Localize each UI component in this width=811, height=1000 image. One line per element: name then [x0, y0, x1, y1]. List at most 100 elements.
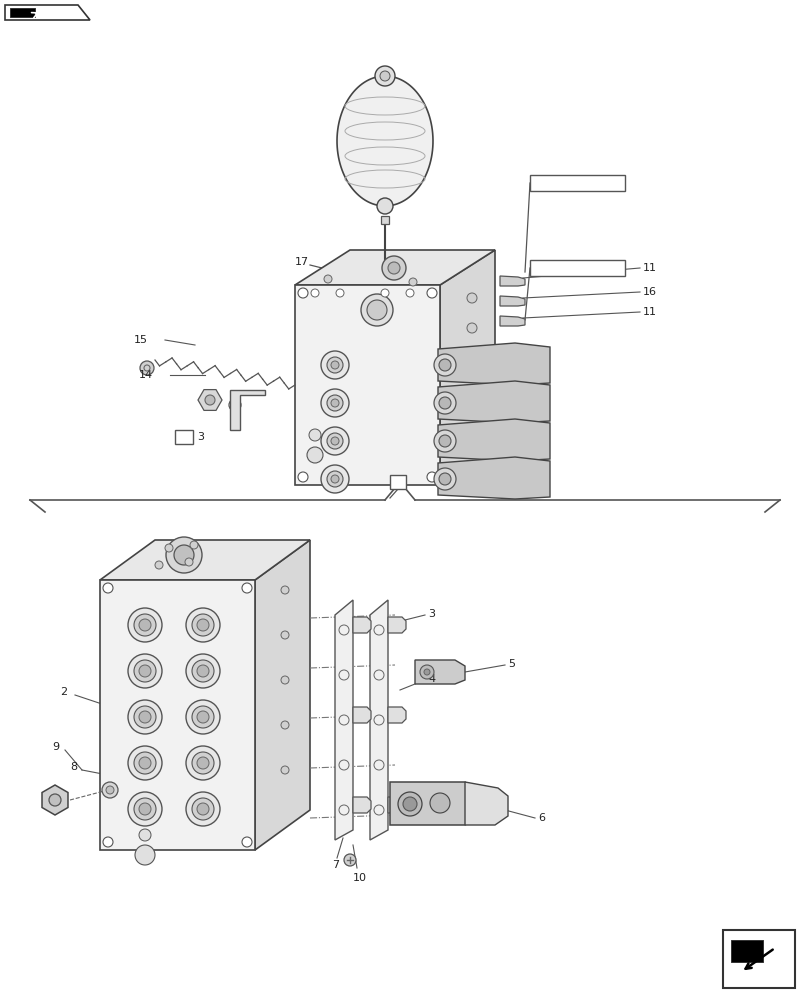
Circle shape	[191, 798, 214, 820]
Circle shape	[281, 631, 289, 639]
Circle shape	[134, 614, 156, 636]
Circle shape	[197, 803, 208, 815]
Polygon shape	[388, 617, 406, 633]
Circle shape	[134, 706, 156, 728]
Circle shape	[186, 654, 220, 688]
Text: 2: 2	[60, 687, 67, 697]
Circle shape	[381, 256, 406, 280]
Polygon shape	[437, 381, 549, 423]
Circle shape	[134, 798, 156, 820]
Text: 55.414.02: 55.414.02	[551, 178, 603, 188]
Circle shape	[419, 665, 433, 679]
Circle shape	[439, 397, 450, 409]
Circle shape	[165, 544, 173, 552]
Circle shape	[139, 757, 151, 769]
Circle shape	[190, 541, 198, 549]
Polygon shape	[388, 707, 406, 723]
Circle shape	[139, 665, 151, 677]
Circle shape	[134, 660, 156, 682]
Circle shape	[242, 583, 251, 593]
Circle shape	[128, 792, 162, 826]
Polygon shape	[414, 660, 465, 684]
Polygon shape	[500, 296, 525, 306]
Circle shape	[433, 430, 456, 452]
Circle shape	[402, 797, 417, 811]
Circle shape	[185, 558, 193, 566]
Bar	[389, 475, 406, 489]
Polygon shape	[388, 797, 406, 813]
Circle shape	[344, 854, 355, 866]
Circle shape	[327, 471, 342, 487]
Text: 10: 10	[353, 873, 367, 883]
Text: 16: 16	[642, 287, 656, 297]
Polygon shape	[230, 390, 264, 430]
Bar	[530, 260, 624, 276]
Text: 17: 17	[294, 257, 309, 267]
Text: 6: 6	[538, 813, 544, 823]
Polygon shape	[5, 5, 90, 20]
Text: 11: 11	[642, 263, 656, 273]
Circle shape	[139, 711, 151, 723]
Circle shape	[380, 71, 389, 81]
Circle shape	[139, 619, 151, 631]
Polygon shape	[294, 250, 495, 285]
Circle shape	[242, 837, 251, 847]
Circle shape	[139, 361, 154, 375]
Polygon shape	[255, 540, 310, 850]
Circle shape	[191, 706, 214, 728]
Circle shape	[311, 289, 319, 297]
Circle shape	[106, 786, 114, 794]
Polygon shape	[370, 600, 388, 840]
Circle shape	[397, 792, 422, 816]
Circle shape	[327, 395, 342, 411]
Circle shape	[307, 447, 323, 463]
Circle shape	[204, 395, 215, 405]
Polygon shape	[353, 617, 371, 633]
Circle shape	[331, 475, 338, 483]
Circle shape	[423, 669, 430, 675]
Circle shape	[174, 545, 194, 565]
Circle shape	[103, 583, 113, 593]
Circle shape	[327, 433, 342, 449]
Polygon shape	[353, 797, 371, 813]
Bar	[175, 430, 193, 444]
Circle shape	[128, 700, 162, 734]
Circle shape	[309, 429, 320, 441]
Polygon shape	[353, 707, 371, 723]
Circle shape	[427, 472, 436, 482]
Circle shape	[102, 782, 118, 798]
Circle shape	[191, 614, 214, 636]
Text: 14: 14	[139, 370, 152, 380]
Text: 3: 3	[197, 432, 204, 442]
Text: 7: 7	[332, 860, 339, 870]
Polygon shape	[100, 540, 310, 580]
Bar	[380, 216, 388, 224]
Circle shape	[281, 676, 289, 684]
Circle shape	[336, 289, 344, 297]
Bar	[730, 940, 762, 962]
Circle shape	[191, 660, 214, 682]
Circle shape	[197, 711, 208, 723]
Circle shape	[427, 288, 436, 298]
Circle shape	[155, 561, 163, 569]
Text: 3: 3	[427, 609, 435, 619]
Text: 5: 5	[508, 659, 514, 669]
Polygon shape	[198, 390, 221, 410]
Text: 4: 4	[427, 674, 435, 684]
Circle shape	[103, 837, 113, 847]
Polygon shape	[440, 250, 495, 485]
Circle shape	[466, 353, 476, 363]
Circle shape	[186, 746, 220, 780]
Polygon shape	[465, 782, 508, 825]
Circle shape	[165, 537, 202, 573]
Circle shape	[466, 293, 476, 303]
Circle shape	[433, 354, 456, 376]
Circle shape	[49, 794, 61, 806]
Circle shape	[298, 472, 307, 482]
Polygon shape	[437, 457, 549, 499]
Circle shape	[186, 608, 220, 642]
Bar	[530, 175, 624, 191]
Circle shape	[439, 435, 450, 447]
Circle shape	[186, 700, 220, 734]
Bar	[722, 930, 794, 988]
